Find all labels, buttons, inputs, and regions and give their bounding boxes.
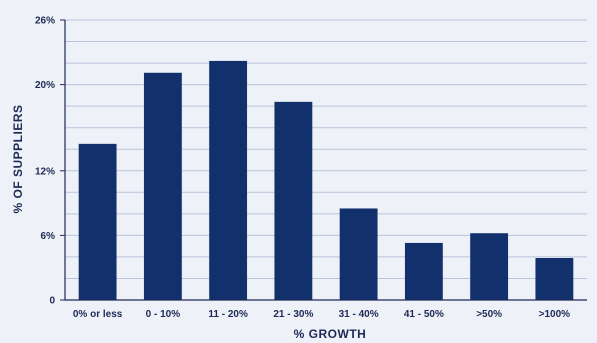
- bar: [339, 208, 378, 300]
- y-tick-label: 12%: [35, 166, 55, 177]
- bar: [143, 72, 182, 301]
- y-tick-label: 26%: [35, 16, 55, 27]
- bars: [78, 60, 574, 301]
- x-tick-label: 0% or less: [73, 309, 123, 320]
- x-tick-label: >50%: [476, 309, 502, 320]
- bar: [404, 242, 443, 300]
- x-tick-label: 21 - 30%: [273, 309, 313, 320]
- grid-lines: [65, 19, 587, 279]
- axes: [60, 19, 587, 301]
- x-tick-labels: 0% or less 0 - 10% 11 - 20% 21 - 30% 31 - 40…: [73, 309, 570, 320]
- y-tick-label: 0: [49, 296, 55, 307]
- x-tick-label: 0 - 10%: [146, 309, 181, 320]
- y-tick-label: 20%: [35, 80, 55, 91]
- y-tick-labels: 0 6% 12% 20% 26%: [35, 16, 55, 307]
- bar: [78, 143, 117, 300]
- x-tick-label: >100%: [539, 309, 571, 320]
- x-axis-title: % GROWTH: [294, 327, 367, 341]
- y-axis-title: % OF SUPPLIERS: [11, 104, 25, 213]
- x-tick-label: 31 - 40%: [339, 309, 379, 320]
- bar: [209, 60, 248, 300]
- bar: [535, 258, 574, 300]
- bar: [274, 101, 313, 300]
- bar: [470, 233, 509, 300]
- y-tick-label: 6%: [41, 231, 56, 242]
- x-tick-label: 41 - 50%: [404, 309, 444, 320]
- x-tick-label: 11 - 20%: [208, 309, 248, 320]
